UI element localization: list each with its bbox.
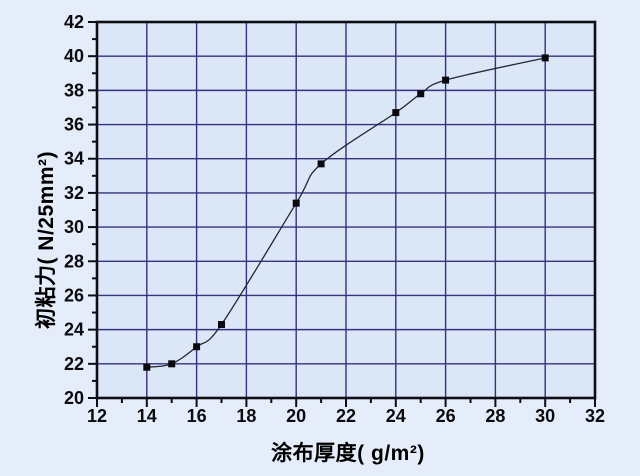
plot-border xyxy=(95,20,597,400)
y-tick-label: 40 xyxy=(64,46,84,66)
x-tick-label: 24 xyxy=(386,406,406,426)
x-tick-label: 32 xyxy=(585,406,605,426)
y-tick-label: 34 xyxy=(64,149,84,169)
x-tick-label: 20 xyxy=(286,406,306,426)
y-axis-title: 初粘力( N/25mm²) xyxy=(35,150,58,330)
data-point-marker xyxy=(168,360,176,368)
y-tick-label: 38 xyxy=(64,80,84,100)
data-point-marker xyxy=(143,363,151,371)
x-axis-title: 涂布厚度( g/m²) xyxy=(271,442,425,465)
y-tick-label: 28 xyxy=(64,251,84,271)
data-point-marker xyxy=(193,343,201,351)
data-point-marker xyxy=(292,199,300,207)
data-point-marker xyxy=(541,54,549,62)
data-point-marker xyxy=(317,160,325,168)
y-tick-label: 26 xyxy=(64,285,84,305)
x-tick-label: 16 xyxy=(187,406,207,426)
data-point-marker xyxy=(417,90,425,98)
y-tick-label: 22 xyxy=(64,354,84,374)
x-tick-label: 28 xyxy=(485,406,505,426)
y-tick-label: 42 xyxy=(64,12,84,32)
x-tick-label: 22 xyxy=(336,406,356,426)
x-tick-label: 14 xyxy=(137,406,157,426)
x-tick-label: 18 xyxy=(236,406,256,426)
data-point-marker xyxy=(442,76,450,84)
y-tick-label: 36 xyxy=(64,115,84,135)
x-tick-label: 12 xyxy=(87,406,107,426)
y-tick-label: 20 xyxy=(64,388,84,408)
x-tick-label: 30 xyxy=(535,406,555,426)
data-point-marker xyxy=(392,109,400,117)
data-point-marker xyxy=(218,321,225,329)
data-line xyxy=(146,57,546,368)
x-tick-label: 26 xyxy=(436,406,456,426)
y-tick-label: 32 xyxy=(64,183,84,203)
y-tick-label: 24 xyxy=(64,320,84,340)
y-tick-label: 30 xyxy=(64,217,84,237)
